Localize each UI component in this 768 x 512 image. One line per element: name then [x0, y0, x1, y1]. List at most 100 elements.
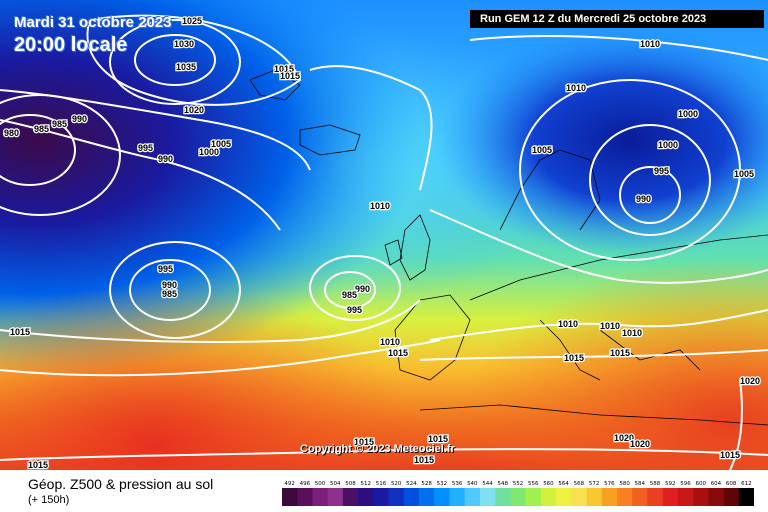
scale-label: 552 — [513, 481, 524, 487]
isobar-label: 980 — [4, 128, 19, 138]
scale-swatch — [358, 488, 374, 506]
isobar-label: 985 — [52, 119, 67, 129]
scale-swatch — [495, 488, 511, 506]
isobar-label: 995 — [347, 305, 362, 315]
isobar-label: 1005 — [734, 169, 754, 179]
scale-label: 560 — [543, 481, 554, 487]
scale-label: 504 — [330, 481, 341, 487]
isobar-label: 1010 — [622, 328, 642, 338]
isobar-label: 1015 — [280, 71, 300, 81]
scale-label: 508 — [345, 481, 356, 487]
scale-swatch — [342, 488, 359, 506]
scale-label: 580 — [619, 481, 630, 487]
scale-swatch — [586, 488, 603, 506]
forecast-hour: (+ 150h) — [28, 494, 70, 506]
scale-swatch — [708, 488, 724, 506]
isobar-label: 990 — [158, 154, 173, 164]
scale-swatch — [601, 488, 618, 506]
isobar-label: 1015 — [388, 348, 408, 358]
isobar-label: 1010 — [600, 321, 620, 331]
isobar-label: 1015 — [564, 353, 584, 363]
isobar-label: 1015 — [274, 64, 294, 74]
scale-label: 564 — [558, 481, 569, 487]
isobar-labels: 1025 1030 1035 1020 1015 1015 980 985 98… — [3, 15, 762, 470]
isobar-label: 1020 — [630, 439, 650, 449]
isobar-label: 1025 — [182, 16, 202, 26]
valid-date: Mardi 31 octobre 2023 — [14, 14, 172, 31]
isobar-label: 1020 — [184, 105, 204, 115]
isobar-label: 990 — [355, 284, 370, 294]
scale-label: 528 — [421, 481, 432, 487]
isobar-label: 990 — [162, 280, 177, 290]
isobar-label: 1000 — [658, 140, 678, 150]
scale-swatch — [616, 488, 633, 506]
scale-label: 592 — [665, 481, 676, 487]
valid-time: 20:00 locale — [14, 34, 128, 56]
scale-label: 572 — [589, 481, 600, 487]
isobar-label: 1010 — [380, 337, 400, 347]
isobar-label: 1015 — [28, 460, 48, 470]
scale-label: 548 — [498, 481, 509, 487]
color-scale: 492 496 500 504 508 512 516 520 524 528 532 536 540 5… — [282, 481, 754, 506]
scale-swatch — [312, 488, 328, 506]
scale-label: 512 — [360, 481, 371, 487]
scale-swatch — [388, 488, 405, 506]
copyright: Copyright © 2023 Meteociel.fr — [300, 443, 455, 455]
scale-swatch — [525, 488, 542, 506]
run-info: Run GEM 12 Z du Mercredi 25 octobre 2023 — [470, 10, 764, 28]
scale-label: 500 — [315, 481, 326, 487]
scale-label: 608 — [726, 481, 737, 487]
isobars — [0, 14, 768, 470]
scale-swatch — [434, 488, 450, 506]
scale-swatch — [693, 488, 709, 506]
scale-swatch — [449, 488, 466, 506]
isobar-label: 985 — [34, 124, 49, 134]
isobar-label: 1015 — [428, 434, 448, 444]
scale-swatch — [647, 488, 663, 506]
isobar-label: 1000 — [678, 109, 698, 119]
scale-swatch — [556, 488, 572, 506]
scale-swatch — [479, 488, 496, 506]
isobar-label: 1005 — [532, 145, 552, 155]
scale-label: 604 — [711, 481, 722, 487]
scale-swatch — [297, 488, 313, 506]
isobar-label: 995 — [158, 264, 173, 274]
isobar-label: 995 — [138, 143, 153, 153]
isobar-label: 985 — [342, 290, 357, 300]
isobar-label: 1015 — [354, 437, 374, 447]
isobar-label: 1010 — [640, 39, 660, 49]
isobar-label: 1010 — [370, 201, 390, 211]
scale-label: 612 — [741, 481, 752, 487]
isobar-label: 1035 — [176, 62, 196, 72]
scale-swatch — [540, 488, 557, 506]
isobar-label: 1005 — [211, 139, 231, 149]
scale-swatch — [723, 488, 740, 506]
scale-swatch — [282, 488, 298, 506]
isobar-label: 995 — [654, 166, 669, 176]
scale-swatch — [677, 488, 694, 506]
coastlines — [249, 69, 768, 426]
scale-swatch — [632, 488, 648, 506]
isobar-label: 1015 — [610, 348, 630, 358]
scale-label: 596 — [680, 481, 691, 487]
scale-label: 544 — [482, 481, 493, 487]
isobar-label: 1020 — [614, 433, 634, 443]
scale-label: 584 — [635, 481, 646, 487]
scale-label: 532 — [437, 481, 448, 487]
variable-title: Géop. Z500 & pression au sol — [28, 476, 214, 492]
scale-label: 520 — [391, 481, 402, 487]
scale-label: 588 — [650, 481, 661, 487]
scale-swatch — [510, 488, 526, 506]
scale-swatch — [738, 488, 754, 506]
scale-label: 492 — [284, 481, 295, 487]
isobar-label: 1010 — [566, 83, 586, 93]
isobar-label: 990 — [72, 114, 87, 124]
isobar-label: 1010 — [558, 319, 578, 329]
scale-label: 540 — [467, 481, 478, 487]
z500-map: 1025 1030 1035 1020 1015 1015 980 985 98… — [0, 0, 768, 470]
scale-label: 516 — [376, 481, 387, 487]
isobar-label: 1015 — [720, 450, 740, 460]
scale-swatch — [662, 488, 679, 506]
isobar-label: 990 — [636, 194, 651, 204]
